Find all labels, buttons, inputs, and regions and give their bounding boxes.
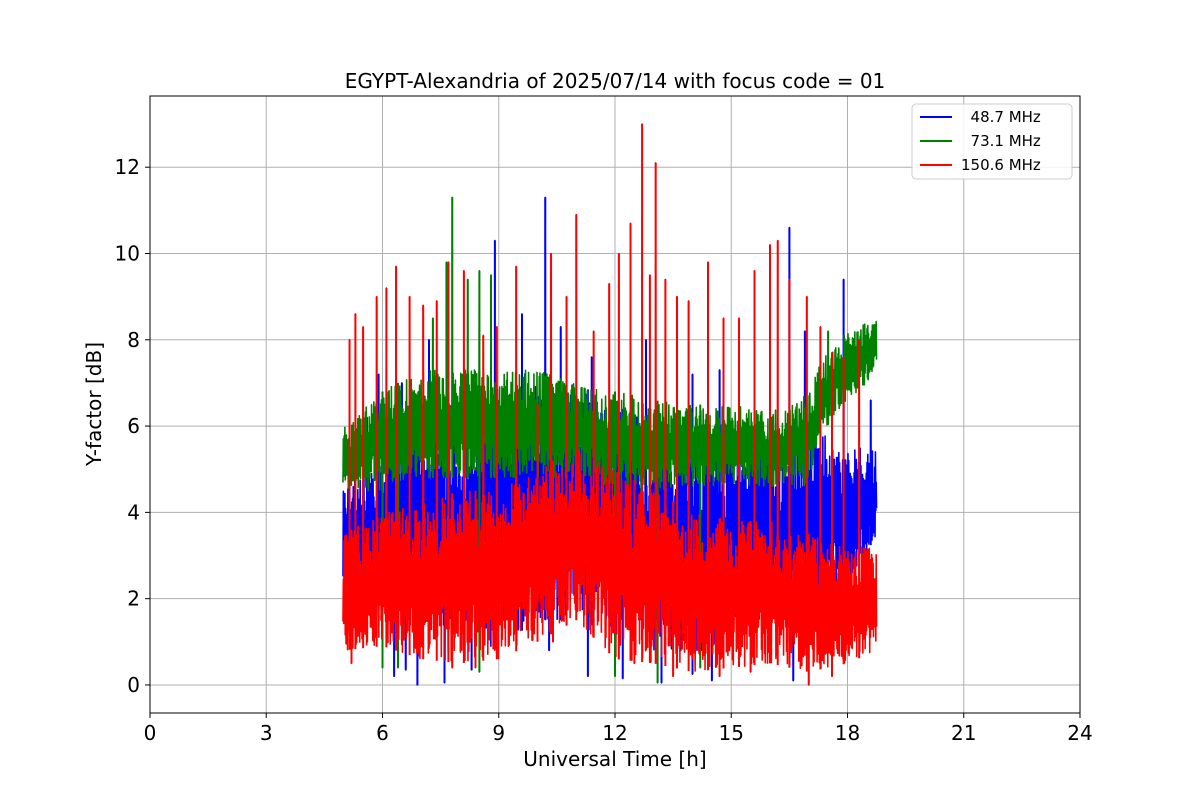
y-tick-label: 0 [127,673,140,697]
legend: 48.7 MHz 73.1 MHz 150.6 MHz [911,103,1073,180]
x-tick-label: 24 [1067,721,1092,745]
y-tick-label: 8 [127,328,140,352]
y-tick-label: 4 [127,500,140,524]
x-tick-label: 21 [951,721,976,745]
x-tick-label: 9 [492,721,505,745]
legend-label: 150.6 MHz [961,156,1041,174]
x-tick-label: 15 [719,721,744,745]
chart-title: EGYPT-Alexandria of 2025/07/14 with focu… [345,69,886,93]
y-axis-label: Y-factor [dB] [82,342,106,467]
legend-label: 73.1 MHz [961,132,1041,150]
y-tick-label: 10 [115,241,140,265]
x-axis-label: Universal Time [h] [523,747,706,771]
series-2 [342,123,878,686]
x-tick-label: 12 [602,721,627,745]
y-tick-label: 6 [127,414,140,438]
x-tick-label: 0 [144,721,157,745]
series-layer [342,123,878,686]
x-tick-label: 6 [376,721,389,745]
x-tick-label: 18 [835,721,860,745]
legend-box [911,103,1073,180]
x-tick-label: 3 [260,721,273,745]
legend-label: 48.7 MHz [961,108,1041,126]
y-tick-label: 2 [127,587,140,611]
y-tick-label: 12 [115,155,140,179]
